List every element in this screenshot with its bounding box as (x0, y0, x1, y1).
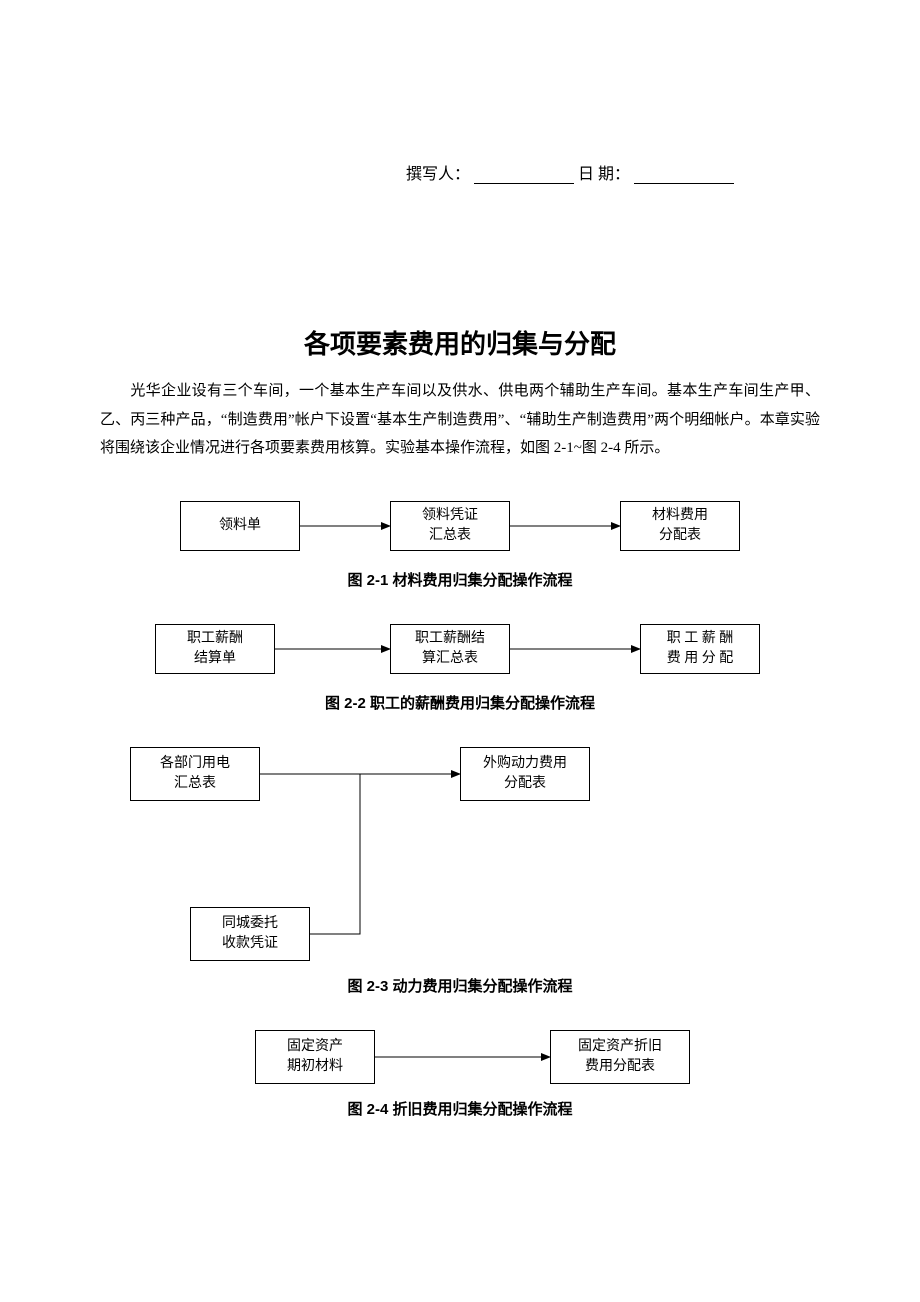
flow-node: 职工薪酬结算汇总表 (390, 624, 510, 674)
flow-node: 固定资产期初材料 (255, 1030, 375, 1084)
flow-node: 职工薪酬结算单 (155, 624, 275, 674)
flow-node-line: 费用分配表 (553, 1057, 687, 1077)
caption-2-3: 图 2-3 动力费用归集分配操作流程 (100, 975, 820, 996)
flowchart-2-1: 领料单 领料凭证汇总表 材料费用分配表 (100, 493, 820, 563)
flow-node-line: 职 工 薪 酬 (643, 629, 757, 649)
flow-node-line: 分配表 (623, 526, 737, 546)
date-underline (634, 166, 734, 184)
caption-2-2: 图 2-2 职工的薪酬费用归集分配操作流程 (100, 692, 820, 713)
flow-node-line: 费 用 分 配 (643, 649, 757, 669)
flow-node-line: 收款凭证 (193, 934, 307, 954)
flow-node: 各部门用电汇总表 (130, 747, 260, 801)
flow-node-line: 算汇总表 (393, 649, 507, 669)
flow-node-line: 领料凭证 (393, 506, 507, 526)
flow-node: 固定资产折旧费用分配表 (550, 1030, 690, 1084)
flowchart-2-4: 固定资产期初材料 固定资产折旧费用分配表 (100, 1022, 820, 1092)
flow-node: 同城委托收款凭证 (190, 907, 310, 961)
doc-header: 撰写人： 日 期： (100, 160, 820, 184)
flow-node-line: 汇总表 (393, 526, 507, 546)
flow-node: 领料凭证汇总表 (390, 501, 510, 551)
flowchart-2-2: 职工薪酬结算单 职工薪酬结算汇总表 职 工 薪 酬费 用 分 配 (100, 616, 820, 686)
flow-node: 领料单 (180, 501, 300, 551)
flow-node-line: 同城委托 (193, 914, 307, 934)
flow-node-line: 分配表 (463, 774, 587, 794)
flow-node-line: 结算单 (158, 649, 272, 669)
caption-2-1: 图 2-1 材料费用归集分配操作流程 (100, 569, 820, 590)
date-label: 日 期： (578, 160, 630, 184)
intro-text: 光华企业设有三个车间，一个基本生产车间以及供水、供电两个辅助生产车间。基本生产车… (100, 383, 820, 456)
flow-node-line: 固定资产折旧 (553, 1037, 687, 1057)
flow-node-line: 各部门用电 (133, 754, 257, 774)
author-label: 撰写人： (406, 160, 470, 184)
flow-node-line: 职工薪酬结 (393, 629, 507, 649)
author-underline (474, 166, 574, 184)
flow-node-line: 领料单 (183, 516, 297, 536)
flow-node-line: 期初材料 (258, 1057, 372, 1077)
page-title: 各项要素费用的归集与分配 (100, 324, 820, 361)
flow-node-line: 外购动力费用 (463, 754, 587, 774)
caption-2-4: 图 2-4 折旧费用归集分配操作流程 (100, 1098, 820, 1119)
flow-node-line: 职工薪酬 (158, 629, 272, 649)
flow-node-line: 材料费用 (623, 506, 737, 526)
flow-node: 材料费用分配表 (620, 501, 740, 551)
flow-node: 职 工 薪 酬费 用 分 配 (640, 624, 760, 674)
flowchart-2-3: 各部门用电汇总表 外购动力费用分配表同城委托收款凭证 (100, 739, 820, 969)
flow-node: 外购动力费用分配表 (460, 747, 590, 801)
flow-node-line: 汇总表 (133, 774, 257, 794)
intro-paragraph: 光华企业设有三个车间，一个基本生产车间以及供水、供电两个辅助生产车间。基本生产车… (100, 377, 820, 463)
flow-node-line: 固定资产 (258, 1037, 372, 1057)
